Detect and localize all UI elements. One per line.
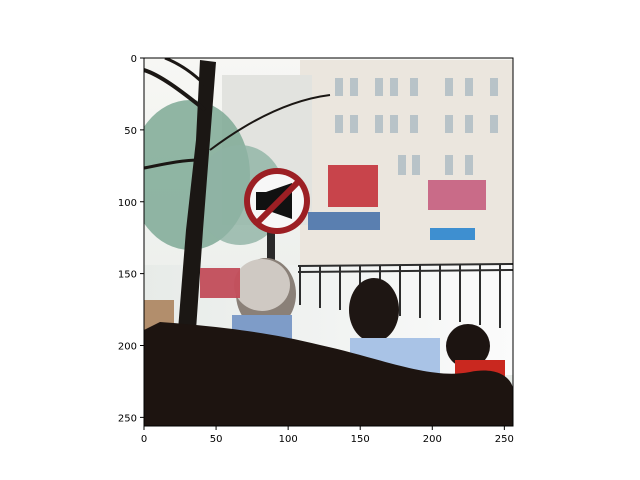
shop-front-left <box>308 212 380 230</box>
sign-pole <box>267 232 275 272</box>
no-horn-sign <box>244 168 310 234</box>
x-tick-label: 50 <box>210 434 223 445</box>
x-tick-label: 150 <box>351 434 370 445</box>
tree-trunk <box>178 60 216 330</box>
y-tick-label: 50 <box>124 126 137 137</box>
x-tick-label: 250 <box>495 434 514 445</box>
building-right <box>300 60 513 265</box>
tree-branches <box>144 58 331 170</box>
y-tick-label: 0 <box>131 54 137 65</box>
x-tick-label: 0 <box>141 434 147 445</box>
car-red <box>200 268 240 298</box>
billboard-right <box>428 180 486 210</box>
building-windows <box>335 78 498 175</box>
street-scene-photo <box>144 58 513 426</box>
y-tick-label: 100 <box>118 198 137 209</box>
person-dark-hair <box>349 278 440 383</box>
billboard-left <box>328 165 378 207</box>
y-axis: 0 50 100 150 200 250 <box>118 54 144 424</box>
x-axis: 0 50 100 150 200 250 <box>141 426 514 445</box>
y-tick-label: 250 <box>118 413 137 424</box>
shop-front-right <box>430 228 475 240</box>
x-tick-label: 200 <box>423 434 442 445</box>
x-tick-label: 100 <box>279 434 298 445</box>
foreground-dark-wall <box>144 322 513 426</box>
person-grey-hair <box>232 258 296 340</box>
axes-frame <box>143 57 514 427</box>
y-tick-label: 200 <box>118 342 137 353</box>
y-tick-label: 150 <box>118 270 137 281</box>
